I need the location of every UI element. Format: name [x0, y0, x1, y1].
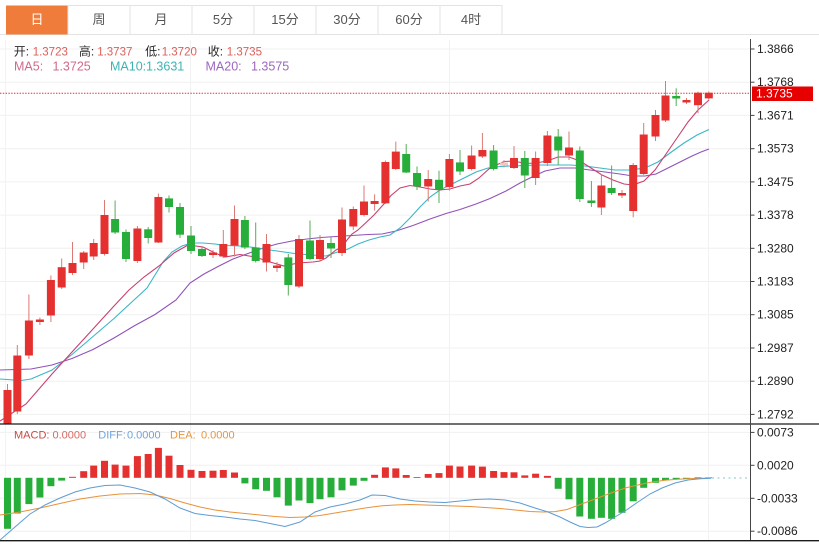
- svg-text:1.3735: 1.3735: [227, 47, 262, 59]
- svg-text:-0.0086: -0.0086: [757, 524, 798, 538]
- svg-text:1.3723: 1.3723: [33, 47, 68, 59]
- svg-text:1.3720: 1.3720: [162, 47, 197, 59]
- svg-text:日: 日: [30, 12, 43, 27]
- svg-text:周: 周: [92, 12, 105, 27]
- svg-text:1.3575: 1.3575: [251, 60, 289, 74]
- svg-text:0.0020: 0.0020: [757, 458, 794, 472]
- svg-text:MACD:: MACD:: [14, 430, 49, 442]
- svg-text:-0.0033: -0.0033: [757, 491, 798, 505]
- svg-text:1.3280: 1.3280: [757, 241, 794, 255]
- svg-text:5分: 5分: [213, 12, 233, 27]
- svg-text:MA5:: MA5:: [14, 60, 43, 74]
- svg-text:1.2792: 1.2792: [757, 407, 794, 421]
- svg-text:30分: 30分: [333, 12, 360, 27]
- svg-text:0.0000: 0.0000: [201, 430, 235, 442]
- svg-text:1.3183: 1.3183: [757, 275, 794, 289]
- svg-text:1.3866: 1.3866: [757, 42, 794, 56]
- svg-text:1.3737: 1.3737: [97, 47, 132, 59]
- svg-text:1.3725: 1.3725: [53, 60, 91, 74]
- svg-text:1.3378: 1.3378: [757, 208, 794, 222]
- svg-text:0.0000: 0.0000: [127, 430, 161, 442]
- svg-text:MA10:: MA10:: [110, 60, 146, 74]
- svg-text:DEA:: DEA:: [170, 430, 196, 442]
- svg-text:4时: 4时: [461, 12, 481, 27]
- svg-text:1.3735: 1.3735: [756, 87, 793, 101]
- svg-text:低:: 低:: [145, 45, 160, 59]
- svg-text:1.3475: 1.3475: [757, 175, 794, 189]
- svg-text:MA20:: MA20:: [206, 60, 242, 74]
- svg-text:开:: 开:: [14, 45, 29, 59]
- svg-text:1.3768: 1.3768: [757, 75, 794, 89]
- svg-text:1.2987: 1.2987: [757, 341, 794, 355]
- svg-text:60分: 60分: [395, 12, 422, 27]
- svg-text:高:: 高:: [79, 44, 94, 59]
- svg-text:1.3085: 1.3085: [757, 308, 794, 322]
- svg-text:1.3573: 1.3573: [757, 142, 794, 156]
- svg-text:0.0000: 0.0000: [53, 430, 87, 442]
- svg-text:0.0073: 0.0073: [757, 425, 794, 439]
- svg-text:月: 月: [154, 12, 167, 27]
- svg-text:1.3671: 1.3671: [757, 108, 794, 122]
- svg-text:DIFF:: DIFF:: [98, 430, 126, 442]
- svg-text:15分: 15分: [271, 12, 298, 27]
- svg-text:1.3631: 1.3631: [146, 60, 184, 74]
- svg-text:1.2890: 1.2890: [757, 374, 794, 388]
- svg-text:收:: 收:: [208, 45, 223, 59]
